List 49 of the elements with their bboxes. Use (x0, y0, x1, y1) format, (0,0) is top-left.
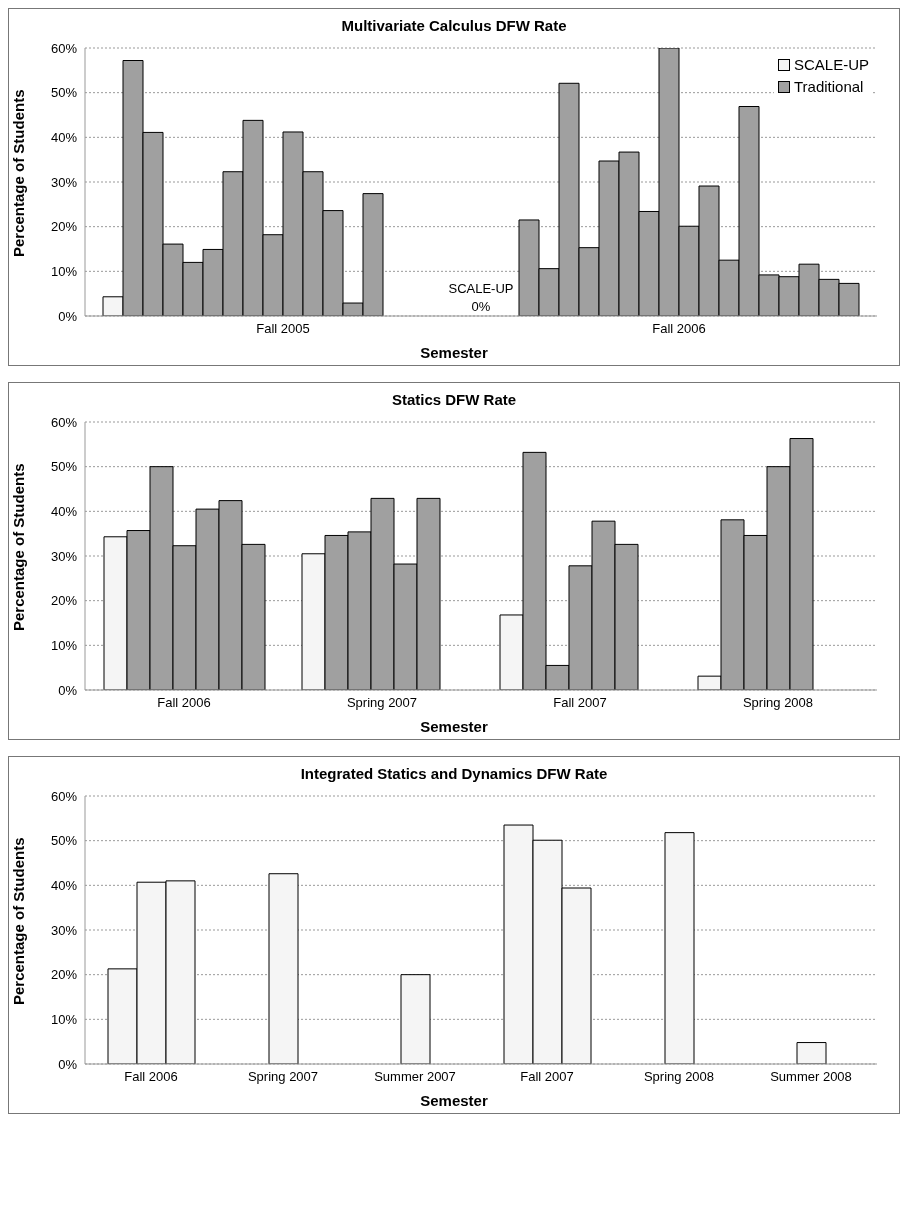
x-tick-label: Fall 2005 (256, 321, 310, 337)
bar (796, 1042, 827, 1064)
x-tick-label: Spring 2008 (643, 1069, 715, 1085)
y-tick-label: 60% (50, 40, 78, 56)
y-axis-title: Percentage of Students (10, 89, 28, 257)
y-axis-title: Percentage of Students (10, 463, 28, 631)
y-tick-label: 50% (50, 85, 78, 101)
x-tick-label: Fall 2007 (520, 1069, 574, 1085)
y-tick-label: 50% (50, 459, 78, 475)
y-tick-label: 0% (58, 682, 78, 698)
annotation: SCALE-UP 0% (447, 280, 515, 316)
x-tick-label: Spring 2008 (742, 695, 814, 711)
y-tick-label: 40% (50, 503, 78, 519)
y-tick-label: 60% (50, 414, 78, 430)
y-tick-label: 0% (58, 308, 78, 324)
y-tick-label: 30% (50, 922, 78, 938)
y-tick-label: 0% (58, 1056, 78, 1072)
x-axis-title: Semester (419, 1092, 489, 1109)
y-tick-label: 30% (50, 548, 78, 564)
bar (268, 873, 299, 1064)
y-tick-label: 50% (50, 833, 78, 849)
y-tick-label: 10% (50, 637, 78, 653)
bar (664, 832, 695, 1064)
bar (400, 974, 431, 1064)
x-tick-label: Summer 2008 (770, 1069, 852, 1085)
x-tick-label: Fall 2006 (652, 321, 706, 337)
y-axis-title: Percentage of Students (10, 837, 28, 1005)
x-tick-label: Fall 2007 (553, 695, 607, 711)
x-axis-title: Semester (419, 718, 489, 735)
x-axis-title: Semester (419, 344, 489, 361)
y-tick-label: 40% (50, 877, 78, 893)
x-tick-label: Fall 2006 (157, 695, 211, 711)
chart-title: Statics DFW Rate (390, 391, 518, 408)
legend-label: Traditional (793, 77, 864, 97)
x-tick-label: Spring 2007 (247, 1069, 319, 1085)
y-tick-label: 10% (50, 1011, 78, 1027)
y-tick-label: 20% (50, 967, 78, 983)
x-tick-label: Spring 2007 (346, 695, 418, 711)
y-tick-label: 10% (50, 263, 78, 279)
chart-title: Integrated Statics and Dynamics DFW Rate (299, 765, 609, 782)
x-tick-label: Fall 2006 (124, 1069, 178, 1085)
y-tick-label: 20% (50, 593, 78, 609)
x-tick-label: Summer 2007 (374, 1069, 456, 1085)
y-tick-label: 40% (50, 129, 78, 145)
y-tick-label: 60% (50, 788, 78, 804)
y-tick-label: 20% (50, 219, 78, 235)
legend-label: SCALE-UP (793, 55, 869, 75)
y-tick-label: 30% (50, 174, 78, 190)
chart-title: Multivariate Calculus DFW Rate (340, 17, 568, 34)
